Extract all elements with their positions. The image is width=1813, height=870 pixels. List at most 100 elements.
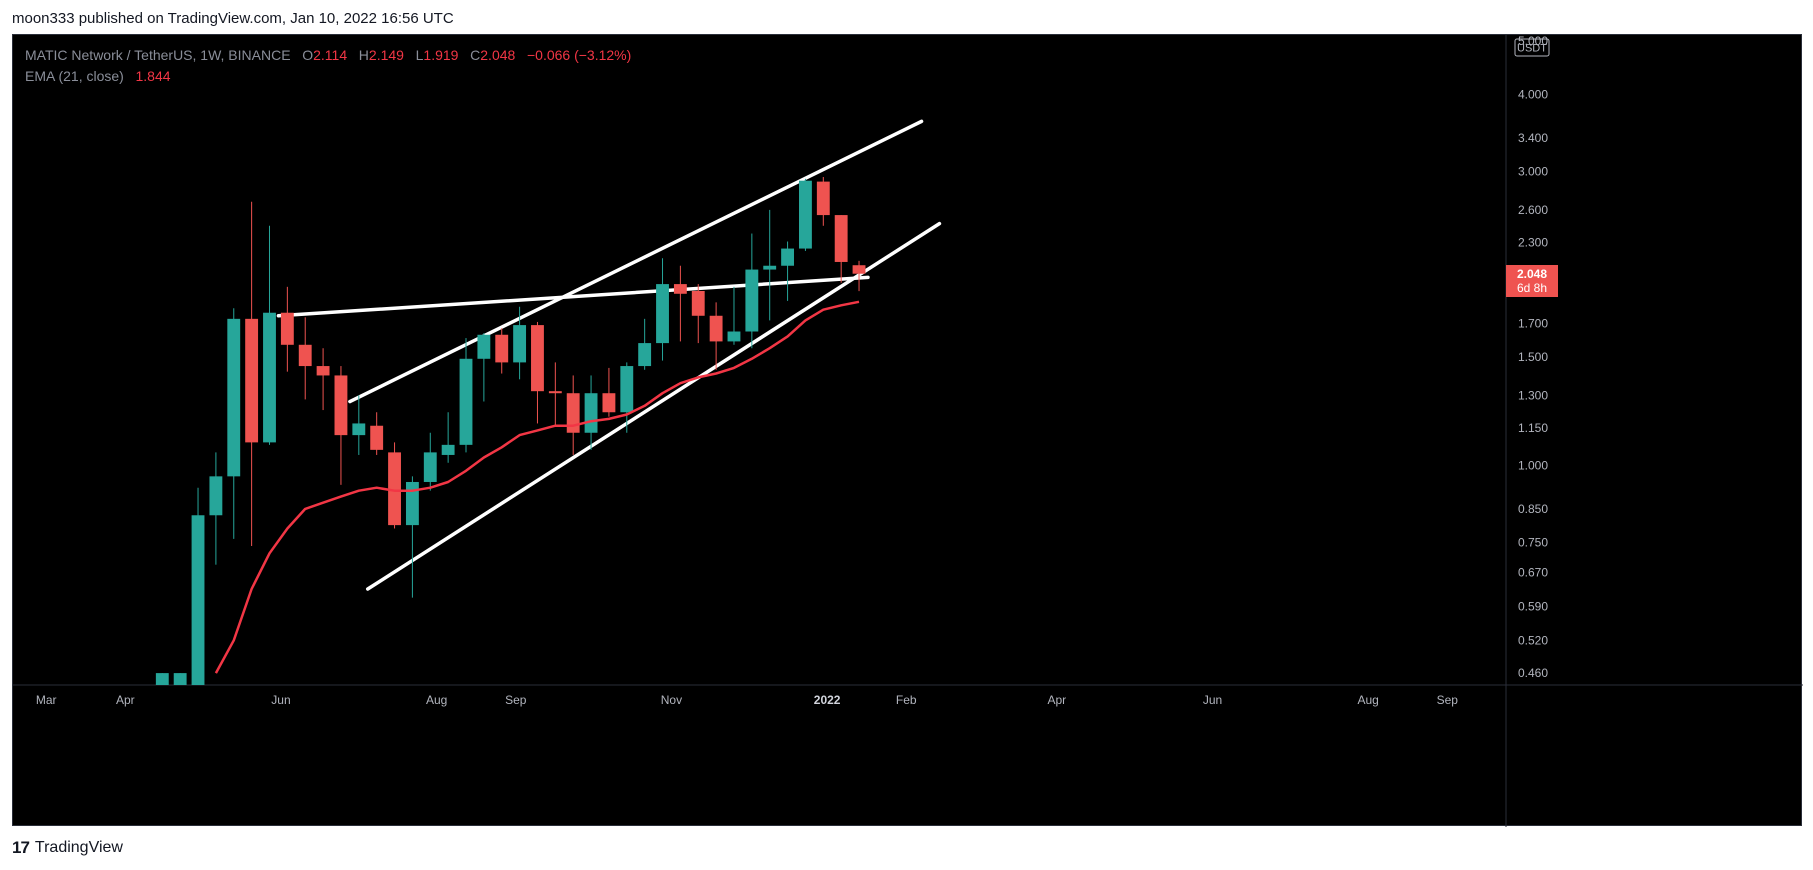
candle-body <box>388 452 401 526</box>
candle <box>763 209 777 321</box>
candle <box>709 302 723 370</box>
candle <box>423 432 437 491</box>
candle-body <box>209 476 223 516</box>
candle-body <box>316 366 330 376</box>
time-tick-label: Jun <box>1203 693 1222 707</box>
time-tick-label: Feb <box>896 693 917 707</box>
candle-body <box>263 312 276 443</box>
price-tick-label: 0.520 <box>1518 633 1548 647</box>
candle-body <box>245 318 259 443</box>
currency-badge-text: USDT <box>1517 43 1547 55</box>
price-tick-label: 0.590 <box>1518 600 1548 614</box>
price-tick-label: 0.460 <box>1518 666 1548 680</box>
candle-body <box>745 269 759 332</box>
candle <box>173 673 187 685</box>
time-tick-label: Mar <box>36 693 57 707</box>
candle-body <box>673 284 687 294</box>
candle <box>227 308 241 539</box>
close-value: 2.048 <box>480 47 516 63</box>
upper-channel-trendline[interactable] <box>348 119 924 404</box>
price-tick-label: 0.750 <box>1518 535 1548 549</box>
brand-name: TradingView <box>34 839 123 856</box>
candle <box>745 233 759 349</box>
candle-body <box>799 180 812 249</box>
open-label: O <box>302 47 314 63</box>
symbol-name[interactable]: MATIC Network / TetherUS, 1W, BINANCE <box>25 47 291 63</box>
candle-body <box>513 325 527 363</box>
candle-body <box>834 215 848 262</box>
price-tick-label: 1.300 <box>1518 388 1548 402</box>
time-tick-label: Jun <box>271 693 290 707</box>
time-tick-label: 2022 <box>814 693 841 707</box>
candle <box>584 375 598 450</box>
candle <box>263 225 276 445</box>
candle <box>620 362 634 433</box>
candle <box>781 241 795 301</box>
close-label: C <box>470 47 481 63</box>
candle-body <box>638 343 652 367</box>
candle-body <box>584 393 598 433</box>
time-tick-label: Sep <box>505 693 527 707</box>
last-price-badge: 2.048 6d 8h <box>1506 265 1558 297</box>
candle <box>155 673 169 685</box>
candle <box>405 476 419 598</box>
candle-body <box>548 391 562 394</box>
candle <box>298 317 312 400</box>
candle <box>513 306 527 380</box>
candle <box>209 452 223 565</box>
price-tick-label: 3.000 <box>1518 165 1548 179</box>
candle <box>852 260 866 292</box>
candle <box>280 286 294 372</box>
candle-body <box>405 481 419 526</box>
footer-brand[interactable]: 17 TradingView <box>12 838 123 858</box>
price-tick-label: 1.000 <box>1518 458 1548 472</box>
high-label: H <box>358 47 369 63</box>
candle <box>691 284 705 344</box>
candlestick-chart[interactable]: 5.0004.0003.4003.0002.6002.3002.0001.700… <box>13 35 1803 827</box>
price-axis[interactable]: 5.0004.0003.4003.0002.6002.3002.0001.700… <box>1518 35 1548 680</box>
candle <box>352 395 366 455</box>
candle-body <box>566 393 580 433</box>
time-tick-label: Apr <box>1047 693 1066 707</box>
currency-badge[interactable]: USDT <box>1514 38 1550 57</box>
candle-body <box>495 334 509 363</box>
candle <box>548 362 562 426</box>
ema-legend-row: EMA (21, close) 1.844 <box>25 66 631 87</box>
candle-body <box>334 375 348 436</box>
candle-body <box>191 515 205 685</box>
candle <box>566 375 580 455</box>
lower-channel-trendline[interactable] <box>365 221 942 591</box>
symbol-legend-row: MATIC Network / TetherUS, 1W, BINANCE O 2… <box>25 45 631 66</box>
candle-body <box>459 358 473 445</box>
price-tick-label: 3.400 <box>1518 131 1548 145</box>
publisher-caption: moon333 published on TradingView.com, Ja… <box>12 10 454 27</box>
candle <box>388 442 401 529</box>
price-tick-label: 1.150 <box>1518 421 1548 435</box>
candle <box>495 328 509 374</box>
candle <box>245 201 259 546</box>
price-tick-label: 1.500 <box>1518 350 1548 364</box>
time-axis[interactable]: Mar Apr Jun Aug Sep Nov 2022 Feb Apr Jun Aug Sep <box>36 693 1458 707</box>
bar-countdown: 6d 8h <box>1517 281 1547 295</box>
horizontal-resistance-trendline[interactable] <box>276 275 870 318</box>
time-tick-label: Aug <box>1358 693 1379 707</box>
candle-body <box>602 393 616 413</box>
candle-body <box>781 248 795 266</box>
candle-body <box>227 318 241 477</box>
trendlines-layer <box>276 119 942 591</box>
candle <box>656 258 669 361</box>
ema-label[interactable]: EMA (21, close) <box>25 68 124 84</box>
chart-panel[interactable]: 5.0004.0003.4003.0002.6002.3002.0001.700… <box>12 34 1803 827</box>
candle <box>191 487 205 685</box>
candle <box>316 348 330 411</box>
ema-line <box>214 300 860 674</box>
time-tick-label: Nov <box>661 693 682 707</box>
candle-body <box>477 334 491 359</box>
candle <box>441 412 455 463</box>
candle-body <box>298 344 312 367</box>
candle <box>816 177 830 226</box>
price-tick-label: 4.000 <box>1518 88 1548 102</box>
candle-body <box>352 423 366 436</box>
candle-body <box>709 315 723 342</box>
candle <box>727 286 741 345</box>
